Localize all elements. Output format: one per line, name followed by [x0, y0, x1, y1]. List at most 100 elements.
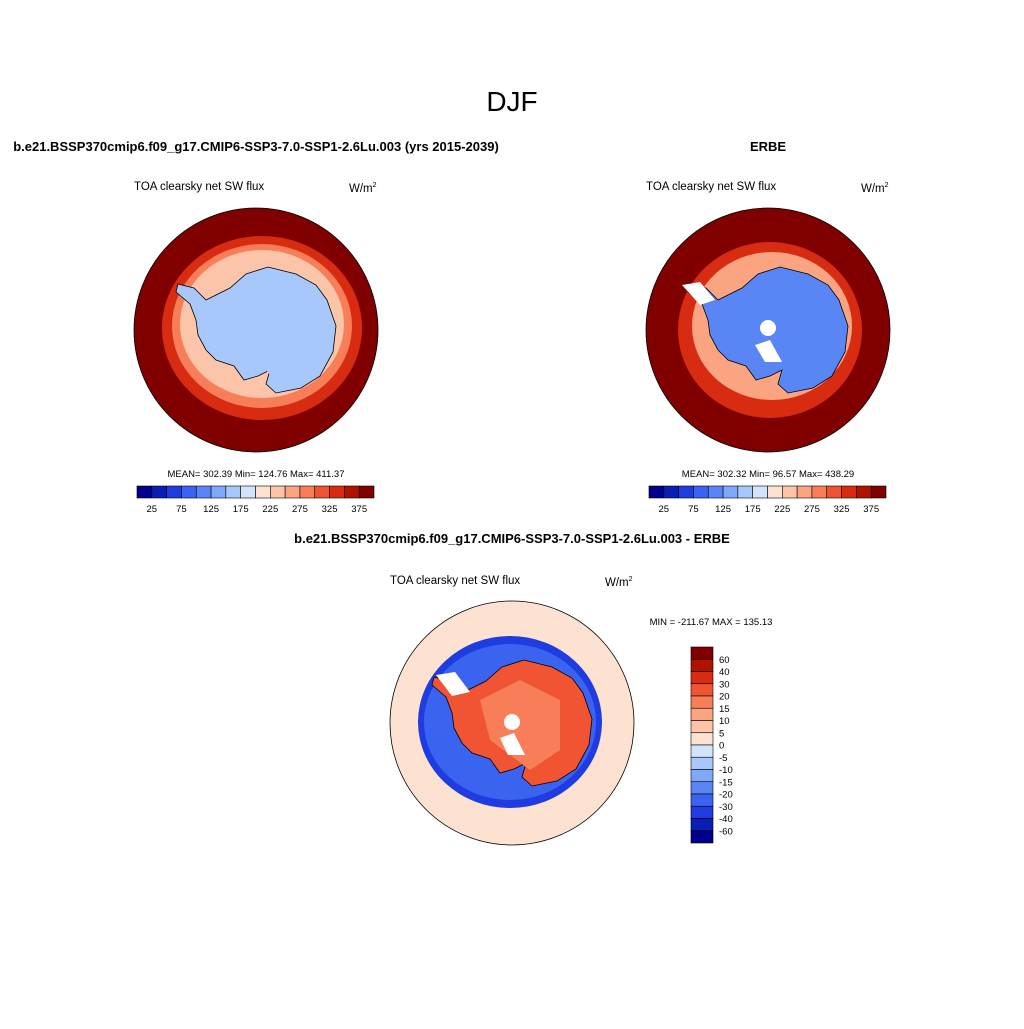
colorbar-label: 225 — [262, 504, 278, 515]
colorbar-label: 0 — [719, 741, 724, 752]
colorbar-box — [344, 485, 360, 499]
polar-map — [645, 207, 891, 453]
colorbar: 25 75 125 175 225 275 325 375 — [648, 485, 887, 515]
units: W/m2 — [605, 576, 633, 589]
figure-title: DJF — [486, 86, 537, 117]
stats: MEAN= 302.32 Min= 96.57 Max= 438.29 — [682, 469, 854, 480]
field-name: TOA clearsky net SW flux — [390, 575, 520, 587]
colorbar-label: -5 — [719, 753, 727, 764]
colorbar-box — [707, 485, 724, 499]
colorbar-box — [690, 781, 714, 795]
colorbar-label: -60 — [719, 826, 733, 837]
colorbar-box — [767, 485, 783, 499]
colorbar-box — [690, 805, 714, 819]
colorbar-label: -40 — [719, 814, 733, 825]
colorbar-box — [826, 485, 842, 499]
colorbar-box — [663, 485, 679, 499]
colorbar-box — [690, 671, 714, 685]
units-base: W/m — [861, 183, 885, 195]
colorbar-box — [166, 485, 182, 499]
colorbar-label: 20 — [719, 692, 730, 703]
colorbar-label: 275 — [804, 504, 820, 515]
colorbar-box — [136, 485, 153, 499]
colorbar-label: 25 — [659, 504, 670, 515]
colorbar-box — [690, 744, 714, 758]
colorbar-box — [693, 485, 709, 499]
colorbar-box — [690, 793, 714, 807]
units-base: W/m — [605, 577, 629, 589]
colorbar-label: 375 — [863, 504, 879, 515]
colorbar-label: 10 — [719, 716, 730, 727]
colorbar-box — [151, 485, 167, 499]
units-exponent: 2 — [373, 182, 377, 189]
field-name: TOA clearsky net SW flux — [646, 181, 776, 193]
colorbar-label: 25 — [147, 504, 158, 515]
colorbar-box — [648, 485, 665, 499]
colorbar-box — [690, 769, 714, 783]
colorbar-box — [690, 695, 714, 709]
colorbar-box — [690, 818, 714, 832]
colorbar-label: 5 — [719, 728, 724, 739]
colorbar-box — [690, 756, 714, 770]
colorbar-label: 375 — [351, 504, 367, 515]
colorbar-box — [314, 485, 330, 499]
colorbar-label: 60 — [719, 655, 730, 666]
colorbar-box — [690, 683, 714, 697]
colorbar-box — [690, 707, 714, 721]
colorbar-box — [678, 485, 694, 499]
colorbar-box — [690, 830, 714, 844]
units-base: W/m — [349, 183, 373, 195]
panel-title: b.e21.BSSP370cmip6.f09_g17.CMIP6-SSP3-7.… — [294, 531, 730, 546]
colorbar-label: -30 — [719, 802, 733, 813]
colorbar-label: 175 — [745, 504, 761, 515]
colorbar-box — [284, 485, 301, 499]
colorbar-label: 225 — [774, 504, 790, 515]
colorbar: 25 75 125 175 225 275 325 375 — [136, 485, 375, 515]
colorbar-box — [856, 485, 872, 499]
colorbar-label: 40 — [719, 667, 730, 678]
colorbar-box — [690, 732, 714, 746]
colorbar-box — [358, 485, 375, 499]
colorbar-box — [782, 485, 798, 499]
colorbar-box — [690, 658, 714, 672]
colorbar-label: 15 — [719, 704, 730, 715]
units-exponent: 2 — [885, 182, 889, 189]
colorbar-label: -10 — [719, 765, 733, 776]
stats: MEAN= 302.39 Min= 124.76 Max= 411.37 — [167, 469, 344, 480]
colorbar-box — [270, 485, 286, 499]
colorbar-box — [210, 485, 227, 499]
field-name: TOA clearsky net SW flux — [134, 181, 264, 193]
colorbar-label: 175 — [233, 504, 249, 515]
colorbar-label: 125 — [715, 504, 731, 515]
stats: MIN = -211.67 MAX = 135.13 — [650, 617, 773, 628]
colorbar-box — [329, 485, 345, 499]
polar-map — [389, 600, 635, 846]
colorbar-label: 75 — [176, 504, 187, 515]
colorbar-box — [722, 485, 739, 499]
colorbar-label: 125 — [203, 504, 219, 515]
colorbar-label: 325 — [834, 504, 850, 515]
colorbar-box — [811, 485, 828, 499]
colorbar-box — [255, 485, 271, 499]
colorbar-label: -15 — [719, 777, 733, 788]
colorbar-box — [870, 485, 887, 499]
panel-title: ERBE — [750, 139, 786, 154]
colorbar-box — [195, 485, 212, 499]
colorbar-box — [737, 485, 753, 499]
units: W/m2 — [349, 182, 377, 195]
panel-title: b.e21.BSSP370cmip6.f09_g17.CMIP6-SSP3-7.… — [13, 139, 499, 154]
colorbar-label: 75 — [688, 504, 699, 515]
colorbar-box — [225, 485, 241, 499]
colorbar-box — [690, 646, 714, 660]
polar-map — [133, 207, 379, 453]
colorbar-box — [690, 720, 714, 734]
colorbar-label: -20 — [719, 790, 733, 801]
colorbar-label: 275 — [292, 504, 308, 515]
colorbar-label: 30 — [719, 679, 730, 690]
colorbar-label: 325 — [322, 504, 338, 515]
units-exponent: 2 — [629, 576, 633, 583]
colorbar-box — [299, 485, 316, 499]
